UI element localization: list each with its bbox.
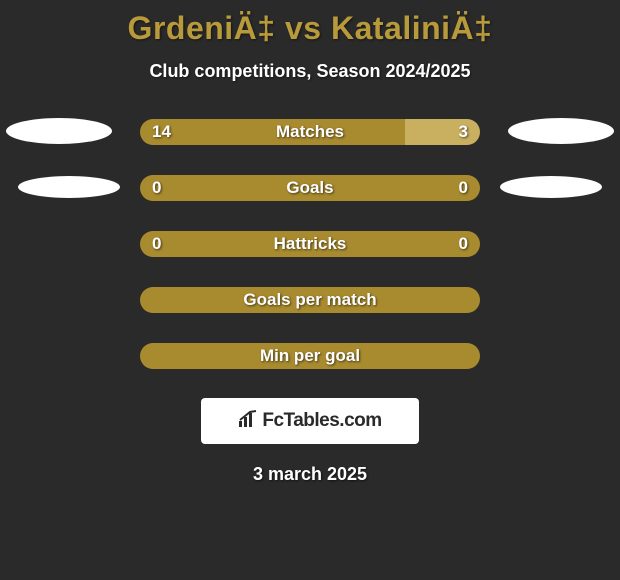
stat-row: 143Matches	[0, 118, 620, 146]
stat-bar: Min per goal	[140, 343, 480, 369]
player-marker-right	[508, 118, 614, 144]
subtitle: Club competitions, Season 2024/2025	[0, 61, 620, 82]
stat-label: Min per goal	[140, 343, 480, 369]
stat-row: 00Goals	[0, 174, 620, 202]
player-marker-left	[6, 118, 112, 144]
stat-bar: 00Goals	[140, 175, 480, 201]
chart-icon	[238, 410, 260, 433]
page-title: GrdeniÄ‡ vs KataliniÄ‡	[0, 0, 620, 47]
stat-row: 00Hattricks	[0, 230, 620, 258]
branding-text: FcTables.com	[262, 410, 381, 432]
stat-label: Goals per match	[140, 287, 480, 313]
stat-row: Goals per match	[0, 286, 620, 314]
stats-container: 143Matches 00Goals 00Hattricks Goals per ma…	[0, 118, 620, 370]
stat-row: Min per goal	[0, 342, 620, 370]
date: 3 march 2025	[0, 464, 620, 485]
stat-label: Goals	[140, 175, 480, 201]
stat-bar: Goals per match	[140, 287, 480, 313]
stat-bar: 00Hattricks	[140, 231, 480, 257]
stat-label: Hattricks	[140, 231, 480, 257]
stat-bar: 143Matches	[140, 119, 480, 145]
player-marker-right	[500, 176, 602, 198]
stat-label: Matches	[140, 119, 480, 145]
player-marker-left	[18, 176, 120, 198]
branding-box: FcTables.com	[201, 398, 419, 444]
